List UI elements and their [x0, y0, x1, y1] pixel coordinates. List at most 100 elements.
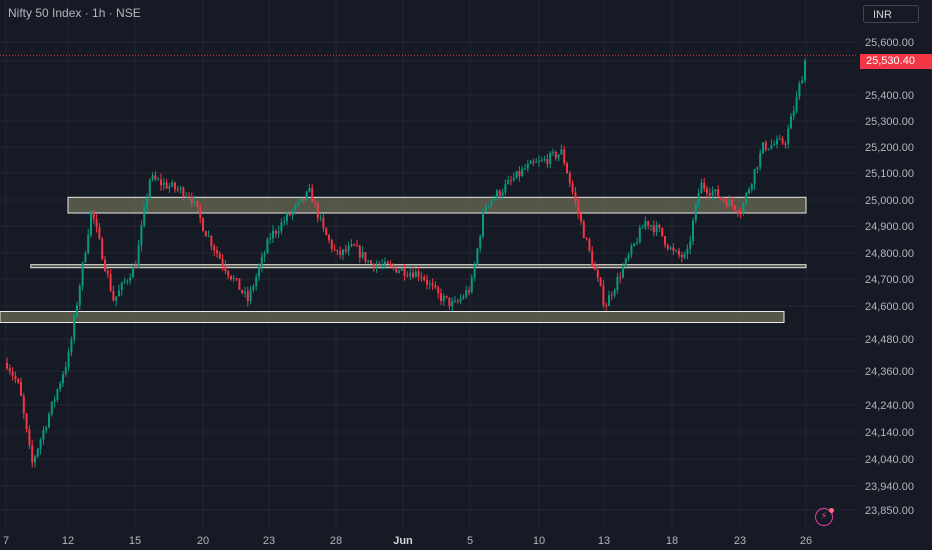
candle-body: [742, 202, 745, 214]
time-tick-label: 20: [197, 535, 209, 547]
candle-body: [238, 278, 241, 290]
candle-body: [627, 254, 630, 259]
candle-body: [258, 266, 260, 277]
candle-body: [392, 265, 395, 268]
candle-body: [703, 182, 706, 189]
candle-body: [535, 162, 538, 164]
candle-body: [515, 171, 518, 179]
candle-body: [560, 149, 563, 155]
candle-body: [409, 272, 412, 276]
time-tick-label: 23: [734, 535, 746, 547]
candle-body: [479, 236, 482, 249]
candle-body: [798, 83, 801, 97]
candle-body: [398, 270, 400, 273]
candle-body: [339, 251, 342, 256]
candle-body: [496, 190, 498, 198]
candle-body: [669, 247, 672, 249]
candle-series: [6, 58, 806, 468]
candle-body: [92, 211, 95, 220]
candle-body: [384, 261, 386, 265]
candle-body: [176, 189, 179, 191]
candle-body: [540, 159, 543, 161]
candle-body: [165, 182, 168, 189]
candle-body: [753, 169, 756, 185]
candle-body: [42, 430, 45, 440]
candle-body: [804, 60, 806, 81]
candle-body: [109, 274, 112, 291]
candle-body: [241, 289, 244, 293]
price-axis[interactable]: 25,600.0025,500.0025,400.0025,300.0025,2…: [865, 37, 914, 517]
candle-body: [624, 258, 627, 268]
candle-body: [204, 231, 207, 237]
candle-body: [725, 200, 728, 207]
candle-body: [574, 192, 577, 202]
candle-body: [636, 242, 638, 244]
candle-body: [714, 189, 717, 192]
candle-body: [507, 180, 510, 184]
candle-body: [31, 445, 34, 463]
time-tick-label: 12: [62, 535, 74, 547]
lightning-icon[interactable]: ⚡: [815, 508, 833, 526]
candle-body: [470, 277, 473, 293]
candle-body: [227, 271, 230, 276]
candle-body: [185, 196, 188, 198]
candle-body: [549, 152, 552, 165]
candle-body: [45, 427, 48, 431]
candle-body: [252, 286, 255, 290]
candle-body: [526, 163, 529, 169]
candle-body: [431, 283, 434, 286]
candle-body: [224, 265, 227, 272]
candle-body: [294, 205, 297, 211]
candle-body: [661, 227, 664, 237]
candle-body: [347, 246, 350, 252]
candle-body: [364, 252, 367, 262]
candle-body: [269, 238, 272, 240]
candle-body: [123, 281, 126, 283]
candle-body: [630, 245, 633, 255]
candle-body: [423, 277, 426, 281]
candle-body: [202, 218, 204, 232]
candle-body: [286, 213, 288, 222]
candle-body: [748, 189, 750, 194]
candle-body: [790, 116, 792, 129]
candle-body: [622, 267, 624, 278]
candle-body: [482, 211, 484, 237]
candle-body: [314, 202, 316, 204]
candle-body: [48, 414, 50, 428]
candle-body: [134, 266, 137, 268]
currency-button[interactable]: INR: [863, 5, 919, 23]
candle-body: [171, 182, 174, 187]
candle-body: [498, 190, 501, 196]
candle-body: [468, 290, 470, 293]
candle-body: [731, 199, 734, 206]
candle-body: [692, 220, 694, 242]
candle-body: [456, 301, 459, 303]
time-tick-label: 26: [800, 535, 812, 547]
candle-body: [781, 138, 784, 144]
candle-body: [333, 248, 336, 250]
candle-body: [196, 200, 199, 208]
candle-body: [591, 250, 594, 266]
candle-body: [672, 247, 675, 251]
candle-body: [277, 231, 280, 234]
price-tick-label: 25,000.00: [865, 195, 914, 207]
candle-body: [582, 221, 585, 238]
candle-body: [221, 258, 224, 266]
candle-body: [367, 260, 370, 262]
candle-body: [680, 254, 683, 258]
time-tick-label: 28: [330, 535, 342, 547]
time-axis[interactable]: 7 12 15 20 23 28 Jun 5 10 13 18 23 26: [3, 535, 812, 547]
candle-body: [386, 261, 389, 264]
candle-body: [552, 151, 554, 153]
candle-body: [36, 448, 39, 457]
candle-body: [297, 201, 300, 206]
candle-body: [767, 148, 770, 150]
candle-body: [143, 207, 146, 226]
candle-body: [126, 280, 129, 282]
candle-body: [274, 230, 277, 234]
time-tick-label: Jun: [393, 535, 413, 547]
candle-body: [249, 289, 252, 301]
candle-body: [356, 245, 358, 247]
candle-body: [22, 395, 25, 414]
